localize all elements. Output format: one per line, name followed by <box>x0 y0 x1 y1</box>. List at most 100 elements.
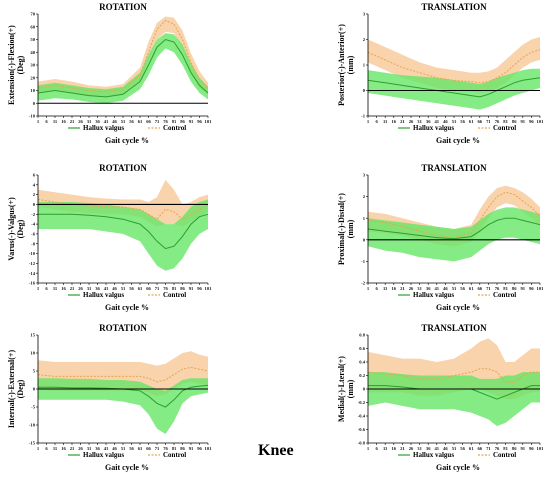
x-tick-label: 101 <box>205 446 213 451</box>
x-tick-label: 46 <box>443 446 448 451</box>
x-tick-label: 101 <box>205 119 213 124</box>
x-tick-label: 101 <box>537 446 545 451</box>
x-tick-label: 36 <box>426 119 431 124</box>
y-axis-label: Medial(-)-Lteral(+)(mm) <box>337 356 355 422</box>
x-tick-label: 41 <box>104 446 109 451</box>
x-tick-label: 11 <box>383 446 388 451</box>
x-tick-label: 86 <box>180 286 185 291</box>
legend-label: Hallux valgus <box>83 291 124 299</box>
y-tick-label: 10 <box>30 351 35 356</box>
sd-band-control <box>38 179 208 227</box>
y-tick-label: -15 <box>29 441 36 446</box>
y-tick-label: -1 <box>361 114 366 119</box>
x-tick-label: 101 <box>537 286 545 291</box>
legend-label: Hallux valgus <box>413 451 454 459</box>
x-axis-label: Gait cycle % <box>436 463 480 472</box>
x-tick-label: 31 <box>87 446 92 451</box>
y-axis-label-line: (mm) <box>346 379 355 398</box>
y-tick-label: 2 <box>33 192 36 197</box>
x-tick-label: 6 <box>45 286 48 291</box>
x-tick-label: 6 <box>45 119 48 124</box>
x-tick-label: 31 <box>417 286 422 291</box>
x-tick-label: 41 <box>435 446 440 451</box>
x-tick-label: 46 <box>112 119 117 124</box>
x-tick-label: 76 <box>495 286 500 291</box>
y-tick-label: -8 <box>31 241 36 246</box>
x-tick-label: 21 <box>70 119 75 124</box>
y-tick-label: 0 <box>363 387 366 392</box>
x-tick-label: 46 <box>112 286 117 291</box>
x-tick-label: 1 <box>37 119 40 124</box>
mean-line-hallux-valgus <box>37 38 209 98</box>
mean-line-control <box>367 191 541 239</box>
y-tick-label: -16 <box>29 281 36 286</box>
x-tick-label: 46 <box>443 119 448 124</box>
mean-line-control <box>367 368 540 383</box>
y-tick-label: -2 <box>361 281 366 286</box>
x-tick-label: 51 <box>452 286 457 291</box>
x-tick-label: 96 <box>197 119 202 124</box>
x-tick-label: 31 <box>87 286 92 291</box>
x-tick-label: 61 <box>138 286 143 291</box>
x-tick-label: 46 <box>443 286 448 291</box>
x-axis-label: Gait cycle % <box>436 136 480 145</box>
x-tick-label: 76 <box>495 119 500 124</box>
x-tick-label: 11 <box>53 446 58 451</box>
y-tick-label: 40 <box>30 50 35 55</box>
y-tick-label: -1 <box>361 259 366 264</box>
x-tick-label: 51 <box>121 286 126 291</box>
x-axis-label: Gait cycle % <box>105 463 149 472</box>
y-axis-label: Varus(-)-Valgus(+)(Deg) <box>7 197 25 261</box>
figure-label: Knee <box>258 442 294 459</box>
y-axis-label-line: Internal(-)-External(+) <box>7 350 16 429</box>
x-tick-label: 36 <box>95 119 100 124</box>
legend-label: Control <box>163 451 186 459</box>
x-tick-label: 101 <box>537 119 545 124</box>
y-tick-label: 10 <box>30 88 35 93</box>
x-tick-label: 81 <box>503 446 508 451</box>
legend-label: Hallux valgus <box>413 291 454 299</box>
y-tick-label: 1 <box>363 216 366 221</box>
y-tick-label: -10 <box>29 423 36 428</box>
x-tick-label: 61 <box>469 119 474 124</box>
x-tick-label: 36 <box>426 286 431 291</box>
x-tick-label: 11 <box>383 286 388 291</box>
legend-label: Control <box>163 291 186 299</box>
legend-label: Hallux valgus <box>83 124 124 132</box>
x-tick-label: 56 <box>129 446 134 451</box>
x-tick-label: 61 <box>469 286 474 291</box>
x-tick-label: 86 <box>512 119 517 124</box>
x-tick-label: 66 <box>146 119 151 124</box>
x-tick-label: 66 <box>478 119 483 124</box>
x-tick-label: 31 <box>87 119 92 124</box>
y-axis-label-line: Posterior(-)-Anterior(+) <box>337 24 346 106</box>
y-tick-label: -0.6 <box>358 427 366 432</box>
y-tick-label: 0 <box>33 387 36 392</box>
x-tick-label: 91 <box>189 286 194 291</box>
x-tick-label: 86 <box>180 119 185 124</box>
y-tick-label: -14 <box>29 271 36 276</box>
x-tick-label: 91 <box>521 119 526 124</box>
x-tick-label: 76 <box>163 446 168 451</box>
mean-line-control <box>37 19 209 93</box>
x-tick-label: 66 <box>478 446 483 451</box>
y-tick-label: 3 <box>363 12 366 17</box>
sd-band-hallux-valgus <box>368 68 540 110</box>
y-tick-label: -12 <box>29 261 36 266</box>
x-tick-label: 51 <box>452 446 457 451</box>
sd-band-hallux-valgus <box>368 372 540 427</box>
y-tick-label: 0 <box>363 237 366 242</box>
y-tick-label: 2 <box>363 194 366 199</box>
x-tick-label: 26 <box>78 286 83 291</box>
chart-title: ROTATION <box>99 323 147 333</box>
y-tick-label: 20 <box>30 75 35 80</box>
y-tick-label: 6 <box>33 173 36 178</box>
x-tick-label: 61 <box>469 446 474 451</box>
y-tick-label: 5 <box>33 369 36 374</box>
x-tick-label: 96 <box>529 119 534 124</box>
mean-line-control <box>37 366 209 383</box>
mean-line-hallux-valgus <box>367 217 541 240</box>
